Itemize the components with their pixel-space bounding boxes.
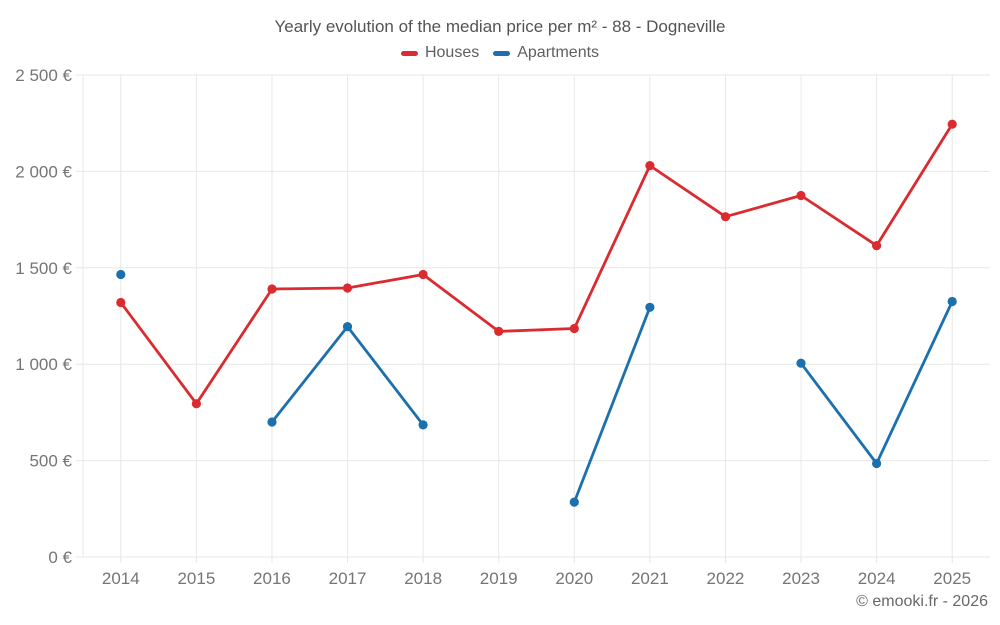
apartments-point-2025[interactable] — [947, 296, 957, 307]
houses-point-2014[interactable] — [116, 297, 126, 308]
houses-legend-swatch-icon — [400, 50, 418, 56]
houses-point-2018[interactable] — [418, 269, 428, 280]
houses-point-2016[interactable] — [267, 284, 277, 294]
legend-item-houses[interactable]: Houses — [400, 44, 480, 62]
apartments-point-2020[interactable] — [569, 497, 579, 507]
houses-line — [119, 122, 954, 406]
houses-point-2024[interactable] — [872, 241, 882, 251]
apartments-point-2018[interactable] — [418, 420, 428, 430]
x-axis-label: 2021 — [631, 569, 669, 588]
apartments-point-2024[interactable] — [872, 458, 882, 469]
x-axis-label: 2020 — [555, 569, 593, 588]
houses-point-2020[interactable] — [569, 323, 579, 334]
legend-item-apartments[interactable]: Apartments — [493, 44, 599, 62]
y-axis-label: 2 500 € — [15, 66, 72, 85]
y-axis-label: 1 000 € — [15, 355, 72, 374]
x-axis-label: 2016 — [253, 569, 291, 588]
x-axis-label: 2022 — [707, 569, 745, 588]
chart-title: Yearly evolution of the median price per… — [274, 17, 726, 36]
chart-legend: Houses Apartments — [0, 44, 1000, 62]
houses-point-2022[interactable] — [720, 212, 731, 222]
apartments-line — [270, 300, 954, 504]
x-axis-label: 2024 — [858, 569, 896, 588]
legend-label-houses: Houses — [424, 44, 480, 61]
copyright-footer: © emooki.fr - 2026 — [856, 593, 988, 610]
y-axis-label: 1 500 € — [15, 259, 72, 278]
x-axis-label: 2025 — [933, 569, 971, 588]
apartments-point-2017[interactable] — [342, 322, 353, 332]
x-axis-label: 2019 — [480, 569, 518, 588]
legend-label-apartments: Apartments — [517, 44, 600, 61]
y-axis-label: 0 € — [48, 548, 72, 567]
houses-point-2021[interactable] — [645, 161, 655, 171]
x-axis-label: 2015 — [177, 569, 215, 588]
y-axis-label: 500 € — [29, 452, 72, 471]
houses-point-2023[interactable] — [796, 190, 806, 201]
apartments-legend-swatch-icon — [493, 50, 511, 56]
houses-point-2019[interactable] — [494, 326, 504, 336]
houses-point-2015[interactable] — [191, 399, 201, 409]
houses-point-2017[interactable] — [342, 283, 353, 293]
apartments-point-2016[interactable] — [267, 417, 277, 427]
x-axis-label: 2014 — [102, 569, 140, 588]
houses-point-2025[interactable] — [947, 119, 957, 129]
apartments-point-2023[interactable] — [796, 358, 806, 368]
apartments-point-2021[interactable] — [645, 302, 655, 312]
x-axis-label: 2023 — [782, 569, 820, 588]
x-axis-label: 2018 — [404, 569, 442, 588]
x-axis-label: 2017 — [329, 569, 367, 588]
y-axis-label: 2 000 € — [15, 162, 72, 181]
apartments-point-2014[interactable] — [116, 269, 126, 280]
